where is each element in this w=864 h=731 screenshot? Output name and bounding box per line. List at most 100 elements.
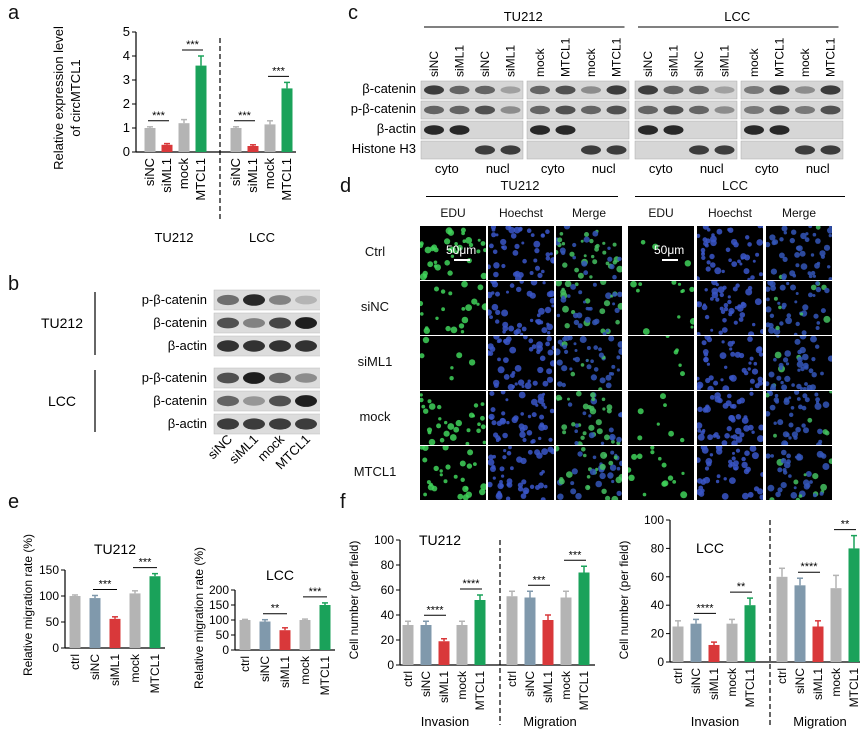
nucleus-dot [574, 349, 578, 352]
nucleus-dot [731, 456, 736, 461]
nucleus-dot [801, 330, 807, 335]
blot-band [638, 105, 658, 115]
nucleus-dot [711, 291, 719, 299]
nucleus-dot [502, 325, 509, 332]
nucleus-dot [802, 353, 809, 361]
lane-label: siML1 [226, 432, 261, 467]
nucleus-dot [783, 231, 787, 235]
nucleus-dot [827, 227, 832, 234]
nucleus-dot [561, 365, 568, 372]
x-tick-label: siML1 [108, 654, 122, 686]
nucleus-dot [541, 269, 545, 274]
nucleus-dot [804, 397, 810, 403]
nucleus-dot [697, 457, 701, 463]
nucleus-dot [442, 446, 449, 451]
nucleus-dot [599, 377, 606, 384]
nucleus-dot [444, 260, 450, 266]
nucleus-dot [704, 243, 709, 248]
blot-strip [526, 80, 630, 100]
nucleus-dot [786, 313, 792, 318]
blot-band [769, 125, 790, 135]
nucleus-dot [728, 463, 733, 468]
bar-mock [299, 620, 311, 650]
nucleus-dot [529, 484, 535, 489]
nucleus-dot [680, 491, 688, 499]
nucleus-dot [527, 414, 532, 419]
nucleus-dot [734, 427, 742, 435]
nucleus-dot [495, 319, 500, 324]
nucleus-dot [690, 325, 694, 329]
nucleus-dot [811, 357, 816, 362]
panel-label-b: b [8, 273, 20, 295]
y-tick-label: 80 [381, 558, 395, 572]
blot-band [795, 106, 815, 114]
blot-band [689, 105, 709, 115]
nucleus-dot [586, 364, 592, 370]
nucleus-dot [815, 281, 820, 286]
nucleus-dot [561, 424, 568, 430]
nucleus-dot [528, 347, 534, 352]
nucleus-dot [523, 490, 528, 495]
nucleus-dot [727, 299, 732, 305]
nucleus-dot [800, 232, 807, 240]
nucleus-dot [514, 382, 518, 386]
nucleus-dot [827, 265, 831, 269]
y-axis-label: Relative migration rate (%) [192, 547, 206, 689]
nucleus-dot [460, 330, 465, 334]
x-tick-label: siML1 [707, 668, 721, 700]
nucleus-dot [546, 336, 552, 342]
nucleus-dot [477, 422, 481, 426]
y-tick-label: 2 [123, 96, 130, 111]
nucleus-dot [439, 469, 443, 473]
nucleus-dot [650, 446, 655, 450]
nucleus-dot [807, 271, 812, 276]
nucleus-dot [791, 431, 798, 438]
nucleus-dot [637, 408, 644, 415]
nucleus-dot [551, 345, 554, 351]
x-tick-label: siML1 [159, 158, 174, 193]
nucleus-dot [567, 294, 571, 298]
nucleus-dot [423, 327, 430, 334]
micrograph-image [665, 336, 685, 377]
nucleus-dot [433, 465, 439, 472]
bar-ctrl [69, 596, 81, 648]
y-tick-label: 200 [209, 583, 229, 597]
nucleus-dot [721, 440, 728, 445]
nucleus-dot [604, 434, 610, 441]
nucleus-dot [581, 447, 586, 452]
nucleus-dot [423, 274, 428, 278]
nucleus-dot [461, 281, 468, 288]
nucleus-dot [786, 459, 791, 465]
blot-row-label: β-actin [168, 338, 207, 353]
nucleus-dot [546, 368, 553, 375]
nucleus-dot [574, 356, 580, 363]
nucleus-dot [512, 271, 519, 277]
micrograph-sinc [628, 281, 694, 335]
nucleus-dot [480, 424, 486, 430]
nucleus-dot [542, 380, 549, 387]
blot-band [424, 125, 444, 135]
nucleus-dot [751, 368, 759, 375]
nucleus-dot [723, 306, 729, 312]
lane-label: siNC [692, 51, 706, 77]
micrograph-image [697, 226, 763, 280]
nucleus-dot [739, 312, 746, 318]
nucleus-dot [493, 336, 500, 340]
nucleus-dot [512, 250, 519, 256]
significance-label: **** [696, 602, 714, 614]
nucleus-dot [465, 237, 473, 244]
nucleus-dot [537, 272, 543, 278]
nucleus-dot [710, 297, 714, 301]
nucleus-dot [518, 423, 525, 430]
nucleus-dot [459, 460, 466, 467]
nucleus-dot [721, 327, 728, 333]
nucleus-dot [792, 273, 797, 278]
nucleus-dot [467, 449, 474, 456]
nucleus-dot [796, 361, 804, 368]
nucleus-dot [681, 471, 685, 475]
lane-label: siNC [641, 51, 655, 77]
nucleus-dot [499, 480, 503, 484]
blot-band [217, 395, 239, 407]
nucleus-dot [697, 422, 703, 429]
bar-mtcl1 [319, 605, 331, 650]
